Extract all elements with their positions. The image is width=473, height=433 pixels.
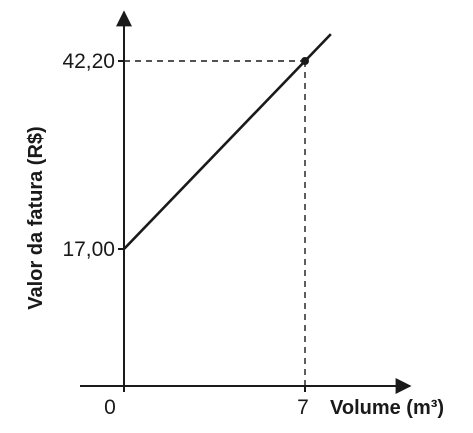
y-tick-label: 42,20: [62, 50, 115, 73]
x-axis-title: Volume (m³): [330, 397, 444, 419]
series-line-0: [123, 33, 332, 250]
origin-label: 0: [104, 396, 116, 419]
y-axis-title: Valor da fatura (R$): [25, 126, 47, 309]
x-tick-label: 7: [297, 396, 309, 419]
reference-lines: [124, 60, 306, 386]
series-group: [123, 33, 332, 250]
y-ticks: 17,00 42,20: [62, 50, 124, 261]
highlight-point: [301, 57, 309, 65]
x-ticks: 7: [297, 386, 309, 419]
y-tick-label: 17,00: [62, 238, 115, 261]
